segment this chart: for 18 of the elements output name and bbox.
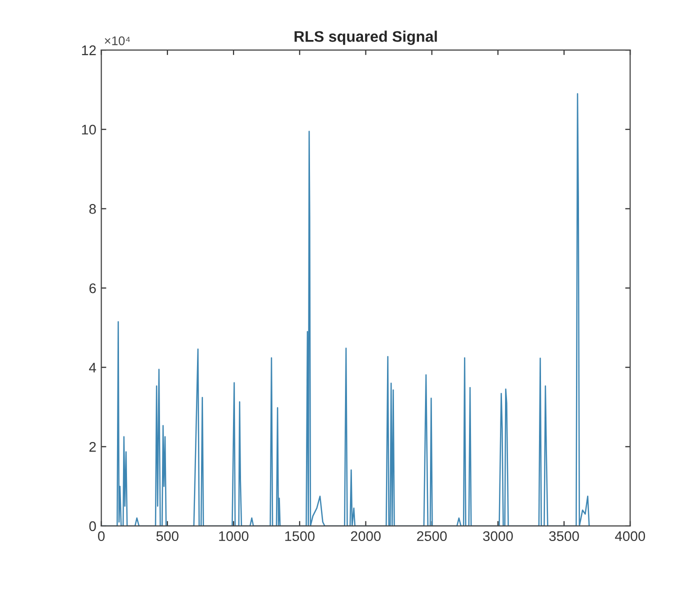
x-tick-label: 1000 <box>219 531 248 542</box>
x-tick-label: 2500 <box>417 531 447 542</box>
y-tick-label: 0 <box>89 521 96 532</box>
x-tick-label: 2000 <box>350 531 381 542</box>
x-tick-label: 500 <box>156 531 178 542</box>
x-tick-label: 1500 <box>285 531 315 542</box>
y-tick-label: 12 <box>82 45 96 56</box>
chart-title: RLS squared Signal <box>294 30 437 45</box>
x-tick-label: 3000 <box>483 531 513 542</box>
x-tick-label: 4000 <box>615 531 646 542</box>
x-tick-label: 0 <box>98 531 105 542</box>
text: ×10⁴ <box>104 36 130 46</box>
y-tick-label: 10 <box>82 124 96 135</box>
x-tick-label: 3500 <box>549 531 579 542</box>
y-tick-label: 8 <box>89 204 96 214</box>
y-tick-label: 2 <box>89 442 96 452</box>
y-tick-label: 4 <box>89 362 96 372</box>
y-tick-label: 6 <box>89 283 96 294</box>
